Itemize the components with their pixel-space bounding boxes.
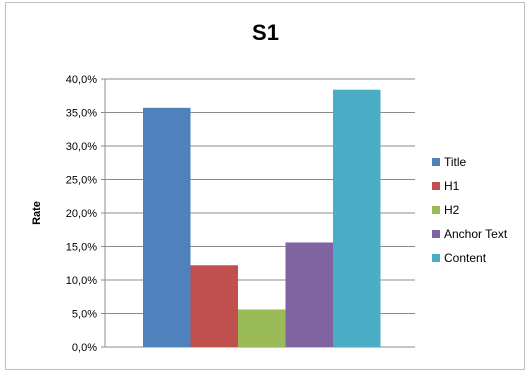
legend-swatch (432, 230, 440, 238)
legend-label: Title (444, 155, 467, 169)
bar-h2 (238, 309, 286, 347)
bar-h1 (190, 265, 238, 347)
legend-label: H1 (444, 179, 460, 193)
y-tick-label: 35,0% (66, 108, 97, 120)
y-tick-label: 40,0% (66, 74, 97, 86)
chart-title: S1 (252, 20, 279, 45)
y-tick-label: 10,0% (66, 275, 97, 287)
legend-swatch (432, 182, 440, 190)
legend-item: Content (432, 246, 507, 270)
legend-label: Anchor Text (444, 227, 508, 241)
legend-item: Title (432, 150, 507, 174)
y-tick-label: 0,0% (72, 342, 97, 354)
y-axis-label: Rate (31, 201, 43, 225)
legend-swatch (432, 254, 440, 262)
legend-label: Content (444, 251, 487, 265)
y-tick-label: 15,0% (66, 242, 97, 254)
legend-item: H2 (432, 198, 507, 222)
y-tick-label: 5,0% (72, 309, 97, 321)
legend-swatch (432, 206, 440, 214)
bar-anchor-text (285, 242, 333, 347)
legend-swatch (432, 158, 440, 166)
y-tick-label: 25,0% (66, 175, 97, 187)
bar-content (333, 89, 381, 347)
y-tick-label: 20,0% (66, 208, 97, 220)
chart-legend: Title H1 H2 Anchor Text Content (432, 150, 507, 270)
bar-title (143, 107, 191, 347)
legend-item: Anchor Text (432, 222, 507, 246)
y-tick-label: 30,0% (66, 141, 97, 153)
legend-label: H2 (444, 203, 460, 217)
legend-item: H1 (432, 174, 507, 198)
